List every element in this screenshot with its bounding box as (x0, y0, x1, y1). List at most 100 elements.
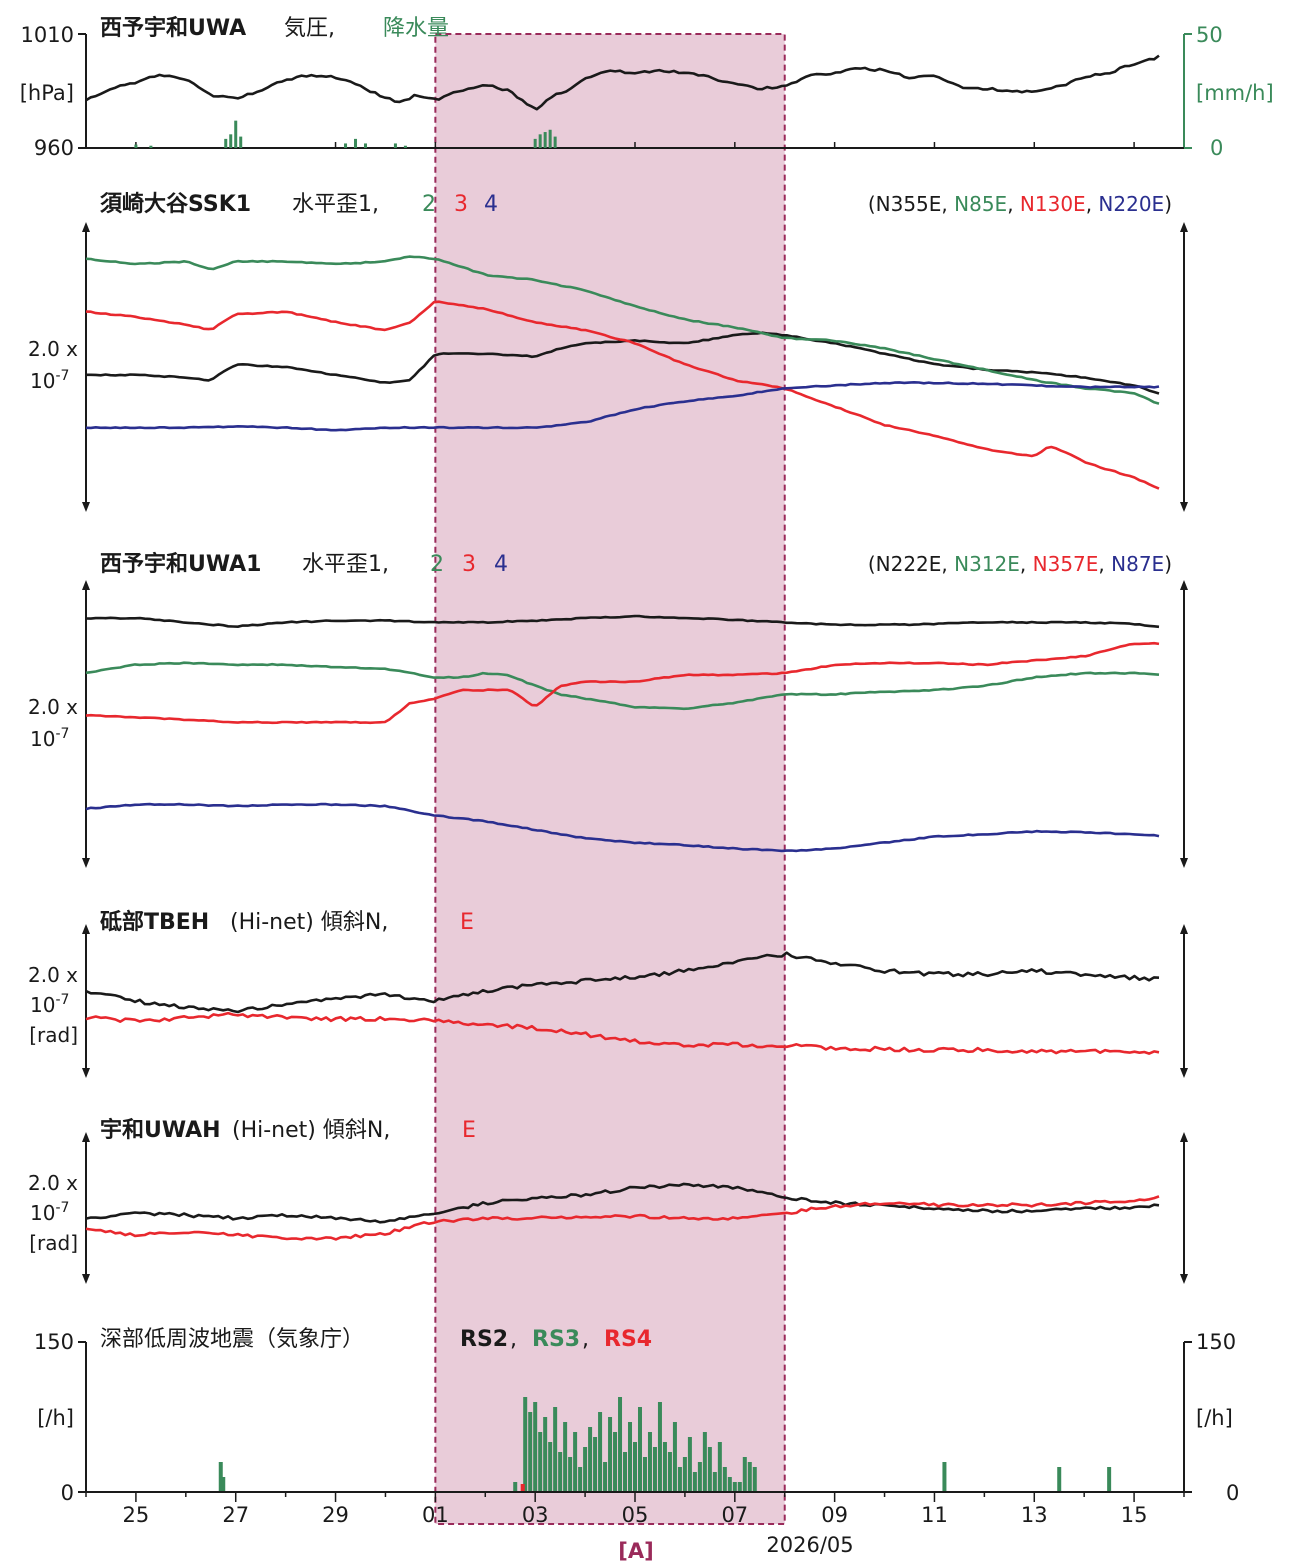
uwa1-title-n3: 3 (462, 552, 476, 577)
rain-bar (134, 144, 138, 148)
rain-right-unit: [mm/h] (1196, 81, 1274, 105)
ssk1-title-n2: 2 (422, 192, 436, 217)
p2-right-axis-arrow-down (1180, 502, 1188, 512)
rain-right-tick-bottom: 0 (1210, 136, 1223, 160)
lfe-left-tick-bottom: 0 (61, 1481, 74, 1505)
lfe-bar-RS3 (697, 1462, 702, 1492)
lfe-bar-RS3 (707, 1447, 712, 1492)
pressure-left-unit: [hPa] (20, 81, 74, 105)
uwah-title-rest: (Hi-net) 傾斜N, (232, 1118, 390, 1143)
lfe-bar-RS3 (608, 1417, 613, 1492)
lfe-title-rs3: RS3 (532, 1327, 580, 1352)
ssk1-orient-close: ) (1164, 192, 1172, 216)
x-tick-label: 09 (821, 1503, 848, 1527)
uwa1-orient-2: N312E (954, 552, 1020, 576)
lfe-bar-RS3 (752, 1467, 757, 1492)
rain-bar (229, 134, 233, 148)
rain-bar (239, 136, 243, 148)
uwah-scale-unit: [rad] (29, 1231, 78, 1255)
lfe-bar-RS3 (513, 1482, 518, 1492)
ssk1-panel: 須崎大谷SSK1 水平歪1, 2 3 4 (N355E, N85E, N130E… (28, 192, 1188, 512)
tbeh-scale-unit: [rad] (29, 1023, 78, 1047)
ssk1-orient-3: N130E (1020, 192, 1086, 216)
uwa1-orient-3: N357E (1033, 552, 1099, 576)
tbeh-title-e: E (460, 910, 474, 935)
lfe-axes (78, 1341, 1192, 1493)
lfe-bar-RS3 (618, 1397, 623, 1492)
lfe-bar-RS3 (662, 1442, 667, 1492)
pressure-title-rest: 気圧, (284, 16, 335, 41)
tbeh-title-rest: (Hi-net) 傾斜N, (230, 910, 388, 935)
ssk1-title-bold: 須崎大谷SSK1 (100, 192, 251, 217)
lfe-left-unit: [/h] (37, 1406, 74, 1430)
uwa1-scale-base: 10 (30, 727, 55, 751)
pressure-axes (78, 33, 1192, 149)
lfe-bar-RS3 (538, 1432, 543, 1492)
x-tick-label: 01 (422, 1503, 449, 1527)
x-tick-label: 25 (123, 1503, 150, 1527)
lfe-bar-RS3 (647, 1432, 652, 1492)
pressure-left-tick-top: 1010 (21, 23, 74, 47)
lfe-bar-RS3 (573, 1432, 578, 1492)
uwa1-orient-4: N87E (1111, 552, 1164, 576)
lfe-bar-RS3 (528, 1412, 533, 1492)
pressure-panel: 西予宇和UWA 気圧, 降水量 1010 [hPa] 960 50 [mm/h]… (20, 16, 1274, 160)
lfe-right-tick-top: 150 (1196, 1330, 1236, 1354)
lfe-plot (218, 1397, 1112, 1492)
p5-left-axis-arrow-down (82, 1274, 90, 1284)
p3-left-axis-arrow-up (82, 580, 90, 590)
p4-left-axis-arrow-down (82, 1068, 90, 1078)
lfe-title-rs4: RS4 (604, 1327, 652, 1352)
highlight-label: [A] (618, 1539, 653, 1563)
rain-bar (344, 143, 348, 148)
uwa1-orient-open: ( (868, 552, 876, 576)
lfe-bar-RS3 (672, 1422, 677, 1492)
uwah-title-e: E (462, 1118, 476, 1143)
x-tick-label: 11 (921, 1503, 948, 1527)
uwa1-title-rest: 水平歪1, (302, 552, 389, 577)
uwa1-panel: 西予宇和UWA1 水平歪1, 2 3 4 (N222E, N312E, N357… (28, 552, 1188, 868)
lfe-bar-RS3 (657, 1402, 662, 1492)
x-tick-label: 07 (721, 1503, 748, 1527)
uwa1-scale-line2: 10-7 (30, 726, 69, 751)
uwa1-series-1 (85, 614, 1160, 629)
uwa1-series-2 (85, 661, 1160, 711)
rain-bar (393, 143, 397, 148)
tbeh-scale-exp: -7 (55, 992, 69, 1008)
lfe-bar-RS3 (628, 1422, 633, 1492)
p3-right-axis-arrow-down (1180, 858, 1188, 868)
lfe-bar-RS3 (568, 1457, 573, 1492)
p4-right-axis-arrow-down (1180, 1068, 1188, 1078)
lfe-bar-RS3 (548, 1442, 553, 1492)
p2-right-axis-arrow-up (1180, 222, 1188, 232)
uwah-series-e (85, 1195, 1160, 1241)
lfe-bar-RS3 (633, 1442, 637, 1492)
lfe-title-rs2: RS2 (460, 1327, 508, 1352)
lfe-bar-RS3 (742, 1457, 747, 1492)
uwa1-series-4 (85, 802, 1160, 853)
uwa1-scale-line1: 2.0 x (28, 695, 78, 719)
x-tick-label: 05 (622, 1503, 649, 1527)
lfe-bar-RS3 (588, 1427, 593, 1492)
lfe-comma-2: , (582, 1327, 589, 1352)
lfe-left-tick-top: 150 (34, 1330, 74, 1354)
lfe-comma-1: , (510, 1327, 517, 1352)
ssk1-plot (85, 255, 1160, 490)
x-tick-label: 29 (322, 1503, 349, 1527)
lfe-bar-RS4 (520, 1484, 525, 1492)
uwah-scale-base: 10 (30, 1201, 55, 1225)
pressure-series-line (85, 54, 1160, 111)
ssk1-series-2 (85, 255, 1160, 405)
ssk1-title-n3: 3 (454, 192, 468, 217)
p4-right-axis-arrow-up (1180, 924, 1188, 934)
p2-left-axis-arrow-up (82, 222, 90, 232)
rain-bar (533, 138, 537, 148)
lfe-bar-RS3 (623, 1452, 628, 1492)
uwah-title-bold: 宇和UWAH (100, 1118, 221, 1143)
p4-left-axis-arrow-up (82, 924, 90, 934)
uwa1-orient: (N222E, N312E, N357E, N87E) (868, 552, 1172, 576)
lfe-bar-RS3 (613, 1432, 618, 1492)
uwah-plot (85, 1182, 1160, 1241)
ssk1-scale-line1: 2.0 x (28, 337, 78, 361)
lfe-bar-RS3 (642, 1457, 647, 1492)
